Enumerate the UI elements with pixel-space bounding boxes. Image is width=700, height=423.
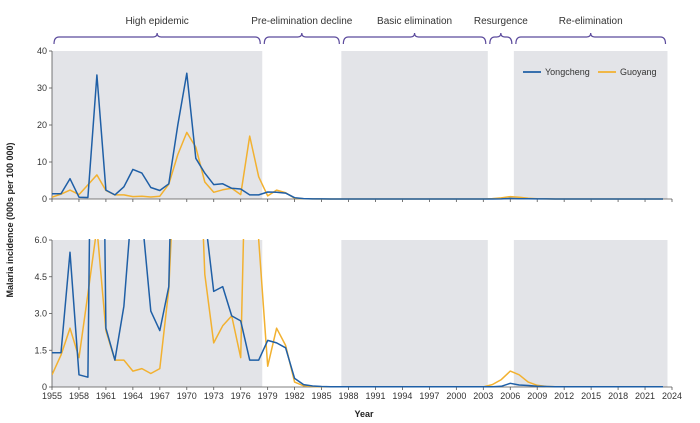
x-tick-label: 1973 [204,391,224,401]
phase-label: Resurgence [474,16,528,27]
x-tick-label: 1988 [339,391,359,401]
y-tick-label: 4.5 [34,272,47,282]
phase-bracket [263,32,340,45]
x-tick-label: 2021 [635,391,655,401]
x-tick-label: 1967 [150,391,170,401]
x-tick-label: 1964 [123,391,143,401]
legend-label: Yongcheng [545,67,590,77]
x-tick-label: 2009 [527,391,547,401]
x-tick-label: 1976 [231,391,251,401]
y-tick-label: 3.0 [34,309,47,319]
phase-shade [341,240,488,387]
x-tick-label: 1961 [96,391,116,401]
y-tick-label: 10 [37,157,47,167]
x-tick-label: 2006 [500,391,520,401]
phase-label: Basic elimination [377,16,452,27]
phase-bracket [342,32,487,45]
x-tick-label: 2018 [608,391,628,401]
phase-shade [513,240,668,387]
x-tick-label: 1979 [258,391,278,401]
phase-label: High epidemic [125,16,188,27]
phase-label: Re-elimination [559,16,623,27]
x-tick-label: 1985 [312,391,332,401]
phase-shade [52,51,263,199]
x-tick-label: 2003 [473,391,493,401]
x-tick-label: 1991 [365,391,385,401]
phase-bracket [489,32,513,45]
phase-shade [341,51,488,199]
x-tick-label: 2000 [446,391,466,401]
phase-bracket [515,32,667,45]
series-line-yongcheng [52,72,663,200]
x-tick-label: 1958 [69,391,89,401]
x-tick-label: 1982 [285,391,305,401]
x-tick-label: 2015 [581,391,601,401]
y-axis-label: Malaria incidence (000s per 100 000) [5,142,15,297]
y-tick-label: 0 [42,382,47,392]
x-tick-label: 1955 [42,391,62,401]
y-tick-label: 6.0 [34,235,47,245]
x-tick-label: 1994 [392,391,412,401]
y-tick-label: 30 [37,83,47,93]
y-tick-label: 40 [37,46,47,56]
phase-label: Pre-elimination decline [251,16,353,27]
phase-bracket [53,32,261,45]
y-tick-label: 20 [37,120,47,130]
series-line-yongcheng [52,239,663,388]
y-tick-label: 1.5 [34,345,47,355]
x-tick-label: 2024 [662,391,682,401]
x-tick-label: 1997 [419,391,439,401]
x-tick-label: 2012 [554,391,574,401]
phase-shade [52,240,263,387]
x-axis-label: Year [354,409,374,419]
phase-shade [513,51,668,199]
x-tick-label: 1970 [177,391,197,401]
legend-label: Guoyang [620,67,657,77]
y-tick-label: 0 [42,194,47,204]
